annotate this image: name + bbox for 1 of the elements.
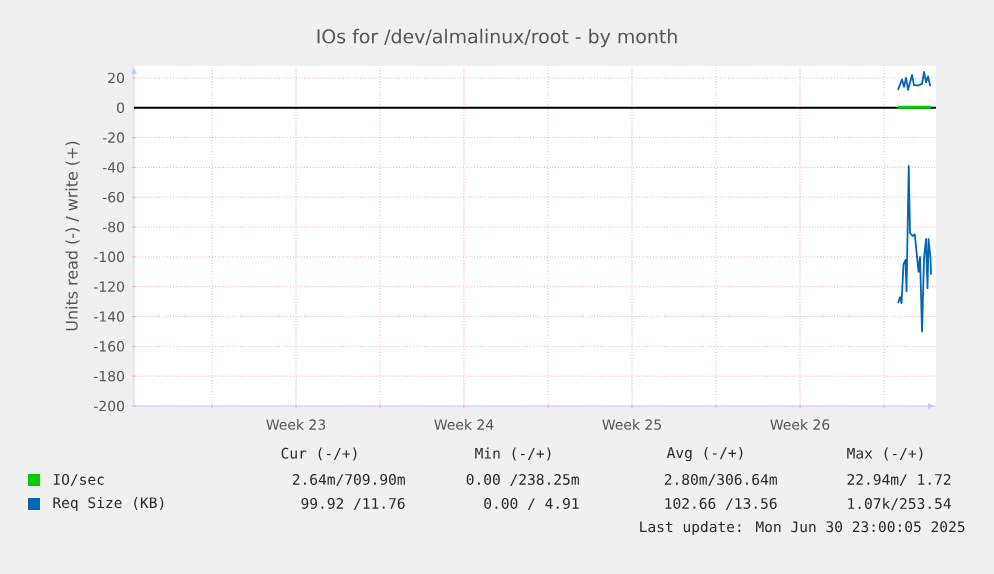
chart-title: IOs for /dev/almalinux/root - by month (317, 28, 677, 48)
